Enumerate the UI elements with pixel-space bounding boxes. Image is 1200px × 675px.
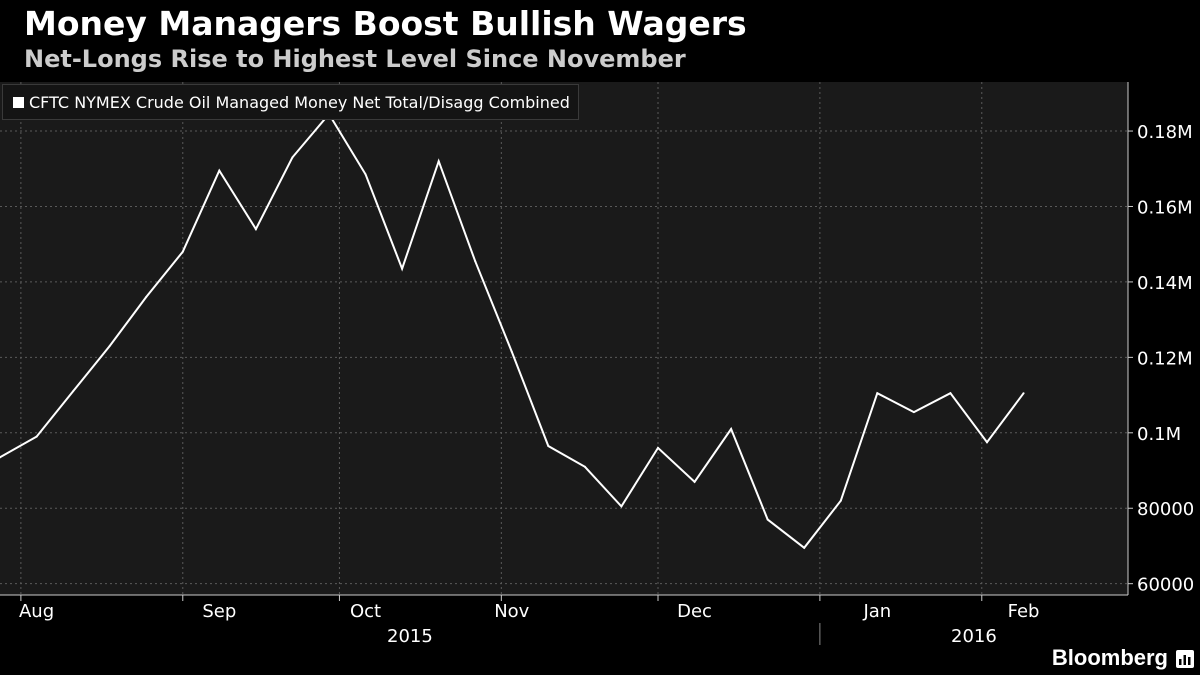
y-tick-label: 0.12M — [1137, 348, 1193, 369]
x-gridlines — [20, 82, 983, 595]
chart-subtitle: Net-Longs Rise to Highest Level Since No… — [24, 45, 686, 73]
y-gridlines — [0, 130, 1128, 585]
data-point — [218, 169, 221, 172]
x-tick-label: Aug — [19, 601, 54, 622]
data-point — [693, 480, 696, 483]
x-tick-label: Nov — [494, 601, 529, 622]
data-point — [437, 160, 440, 163]
data-point — [364, 173, 367, 176]
year-label: 2015 — [387, 626, 433, 647]
y-axis: 60000 80000 0.1M 0.12M 0.14M 0.16M 0.18M — [1127, 82, 1194, 596]
x-tick-label: Dec — [677, 601, 712, 622]
data-point — [730, 428, 733, 431]
data-point — [912, 411, 915, 414]
y-tick-label: 0.16M — [1137, 197, 1193, 218]
data-point — [766, 518, 769, 521]
data-point — [254, 228, 257, 231]
data-point — [181, 250, 184, 253]
data-point — [510, 350, 513, 353]
plot-area — [0, 82, 1128, 595]
x-tick-label: Sep — [202, 601, 236, 622]
data-point — [401, 267, 404, 270]
x-axis: Aug Sep Oct Nov Dec Jan Feb 2015 2016 — [0, 594, 1128, 647]
legend: CFTC NYMEX Crude Oil Managed Money Net T… — [2, 84, 579, 120]
data-point — [839, 499, 842, 502]
y-tick-label: 60000 — [1137, 575, 1194, 596]
y-tick-label: 0.14M — [1137, 273, 1193, 294]
data-point — [1022, 392, 1025, 395]
x-tick-label: Jan — [862, 601, 891, 622]
data-point — [72, 390, 75, 393]
data-point — [474, 260, 477, 263]
data-point — [145, 296, 148, 299]
data-point — [291, 156, 294, 159]
y-tick-label: 80000 — [1137, 499, 1194, 520]
data-point — [803, 546, 806, 549]
legend-label: CFTC NYMEX Crude Oil Managed Money Net T… — [29, 92, 570, 112]
y-tick-label: 0.18M — [1137, 122, 1193, 143]
data-point — [986, 441, 988, 444]
brand-wordmark: Bloomberg — [1051, 645, 1168, 670]
data-point — [35, 435, 38, 438]
x-tick-label: Oct — [350, 601, 381, 622]
data-point — [0, 456, 1, 459]
data-point — [583, 465, 586, 468]
data-point — [876, 392, 879, 395]
year-label: 2016 — [951, 626, 997, 647]
data-point — [108, 345, 111, 348]
x-tick-label: Feb — [1008, 601, 1040, 622]
series-layer — [0, 112, 1025, 550]
legend-swatch — [13, 96, 24, 108]
data-point — [547, 445, 550, 448]
data-point — [949, 392, 952, 395]
data-point — [657, 446, 659, 449]
bloomberg-chart-icon — [1176, 650, 1194, 668]
y-tick-label: 0.1M — [1137, 424, 1181, 445]
chart-title: Money Managers Boost Bullish Wagers — [24, 4, 747, 43]
data-point — [620, 505, 623, 508]
